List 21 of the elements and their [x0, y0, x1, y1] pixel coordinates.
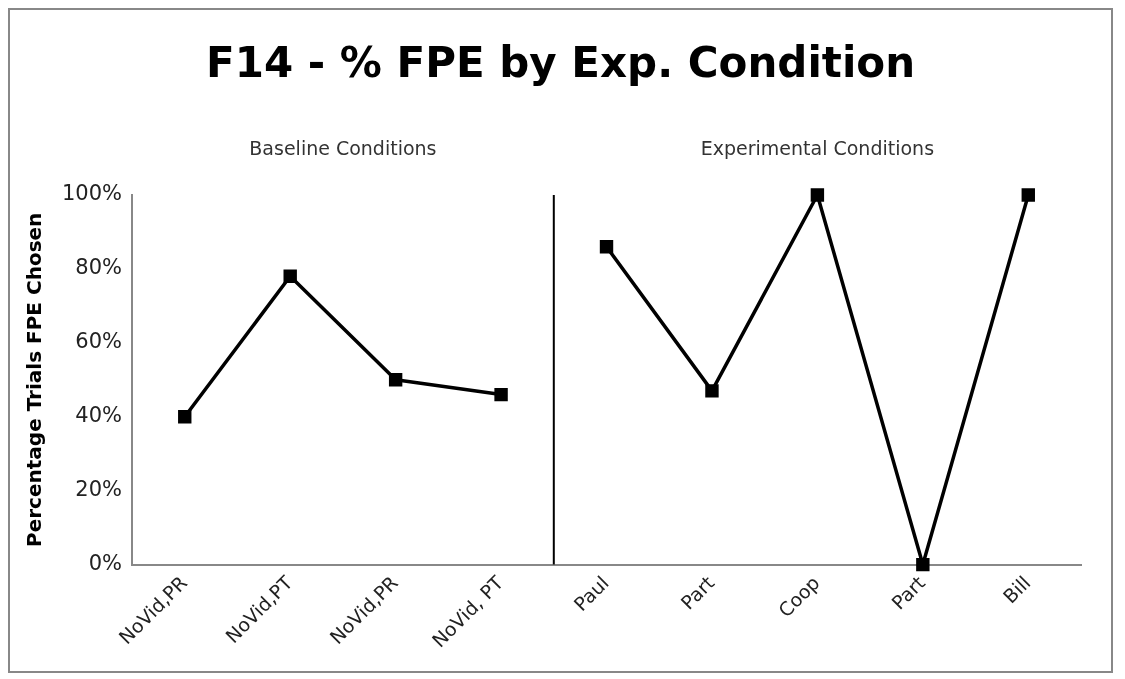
y-tick-label: 100% — [61, 181, 123, 206]
y-tick-label: 20% — [75, 477, 123, 502]
point — [810, 188, 825, 202]
point — [916, 557, 930, 572]
text: Experimental Conditions — [700, 137, 935, 159]
point — [705, 384, 719, 398]
x-tick-label: Part — [887, 571, 930, 614]
chart-title: F14 - % FPE by Exp. Condition — [204, 38, 917, 87]
point — [178, 410, 192, 424]
y-tick-label: 60% — [75, 329, 123, 354]
point — [1021, 188, 1035, 202]
y-tick-label: 0% — [88, 551, 123, 576]
y-axis-title: Percentage Trials FPE Chosen — [22, 212, 47, 547]
point — [599, 240, 614, 254]
text: Baseline Conditions — [249, 137, 437, 159]
y-tick-label: 80% — [75, 255, 123, 280]
x-tick-label: Bill — [998, 571, 1035, 608]
y-tick-label: 40% — [75, 403, 123, 428]
point — [494, 387, 508, 402]
point — [388, 373, 403, 387]
point — [283, 269, 297, 284]
